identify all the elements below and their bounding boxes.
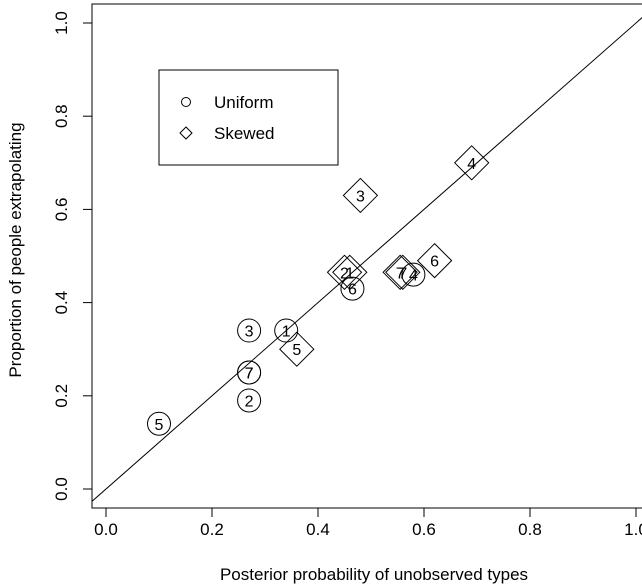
y-tick-label: 0.8	[52, 104, 71, 128]
skewed-point: 7	[382, 254, 418, 291]
reference-line-layer	[92, 17, 642, 502]
diamond-marker	[385, 254, 421, 291]
plot-frame	[91, 3, 642, 509]
diamond-marker	[382, 254, 418, 291]
x-tick-label: 0.2	[200, 520, 224, 539]
circle-marker	[237, 318, 262, 343]
legend-diamond-icon	[179, 126, 193, 140]
x-tick-label: 0.8	[518, 520, 542, 539]
skewed-point: 7	[385, 254, 421, 291]
legend-label: Skewed	[214, 124, 274, 143]
legend-circle-icon	[181, 97, 191, 107]
plot-area	[91, 3, 642, 509]
point-label: 3	[245, 324, 254, 341]
legend-box	[158, 69, 339, 166]
circle-marker	[237, 388, 262, 413]
circle-marker	[237, 360, 262, 385]
diamond-marker	[416, 242, 453, 279]
point-label: 7	[245, 366, 254, 383]
uniform-point: 3	[237, 318, 262, 343]
y-tick-label: 0.2	[52, 384, 71, 408]
circle-marker	[401, 262, 426, 287]
identity-line	[92, 17, 642, 502]
legend: Uniform Skewed	[158, 69, 339, 166]
point-label: 5	[155, 417, 164, 434]
x-tick-label: 0.4	[306, 520, 330, 539]
point-label: 4	[467, 156, 476, 173]
skewed-point: 1	[332, 254, 368, 291]
x-axis-label: Posterior probability of unobserved type…	[220, 565, 528, 584]
circle-marker	[274, 318, 299, 343]
point-label: 6	[430, 254, 439, 271]
y-tick-label: 1.0	[52, 11, 71, 35]
point-label: 2	[245, 393, 254, 410]
uniform-point: 1	[274, 318, 299, 343]
circle-marker	[340, 276, 365, 301]
skewed-point: 5	[279, 331, 315, 367]
legend-label: Uniform	[214, 93, 274, 112]
diamond-marker	[279, 331, 315, 367]
point-label: 7	[245, 366, 254, 383]
x-tick-label: 0.6	[412, 520, 436, 539]
uniform-point: 7	[237, 360, 262, 385]
point-label: 6	[348, 282, 357, 299]
diamond-marker	[332, 254, 368, 291]
point-label: 2	[340, 265, 349, 282]
skewed-point: 3	[342, 177, 379, 214]
point-label: 1	[345, 265, 354, 282]
x-tick-label: 1.0	[624, 520, 642, 539]
y-tick-label: 0.4	[52, 291, 71, 315]
y-tick-label: 0.0	[52, 477, 71, 501]
uniform-point: 5	[147, 411, 171, 436]
point-label: 7	[398, 265, 407, 282]
point-label: 7	[396, 265, 405, 282]
y-axis-label: Proportion of people extrapolating	[6, 122, 25, 377]
point-label: 5	[292, 342, 301, 359]
diamond-marker	[326, 254, 363, 291]
diamond-marker	[342, 177, 379, 214]
uniform-point: 2	[237, 388, 262, 413]
x-tick-label: 0.0	[94, 520, 118, 539]
axes-layer: 0.0 0.2 0.4 0.6 0.8 1.0 0.0 0.2 0.4 0.6 0.8 1.0	[52, 11, 642, 539]
skewed-point: 6	[416, 242, 453, 279]
uniform-point: 6	[340, 276, 365, 301]
point-label: 1	[282, 324, 291, 341]
point-label: 3	[356, 188, 365, 205]
circle-marker	[147, 411, 171, 436]
diamond-marker	[453, 145, 490, 181]
skewed-point: 2	[326, 254, 363, 291]
y-tick-label: 0.6	[52, 198, 71, 222]
skewed-point: 4	[453, 145, 490, 181]
